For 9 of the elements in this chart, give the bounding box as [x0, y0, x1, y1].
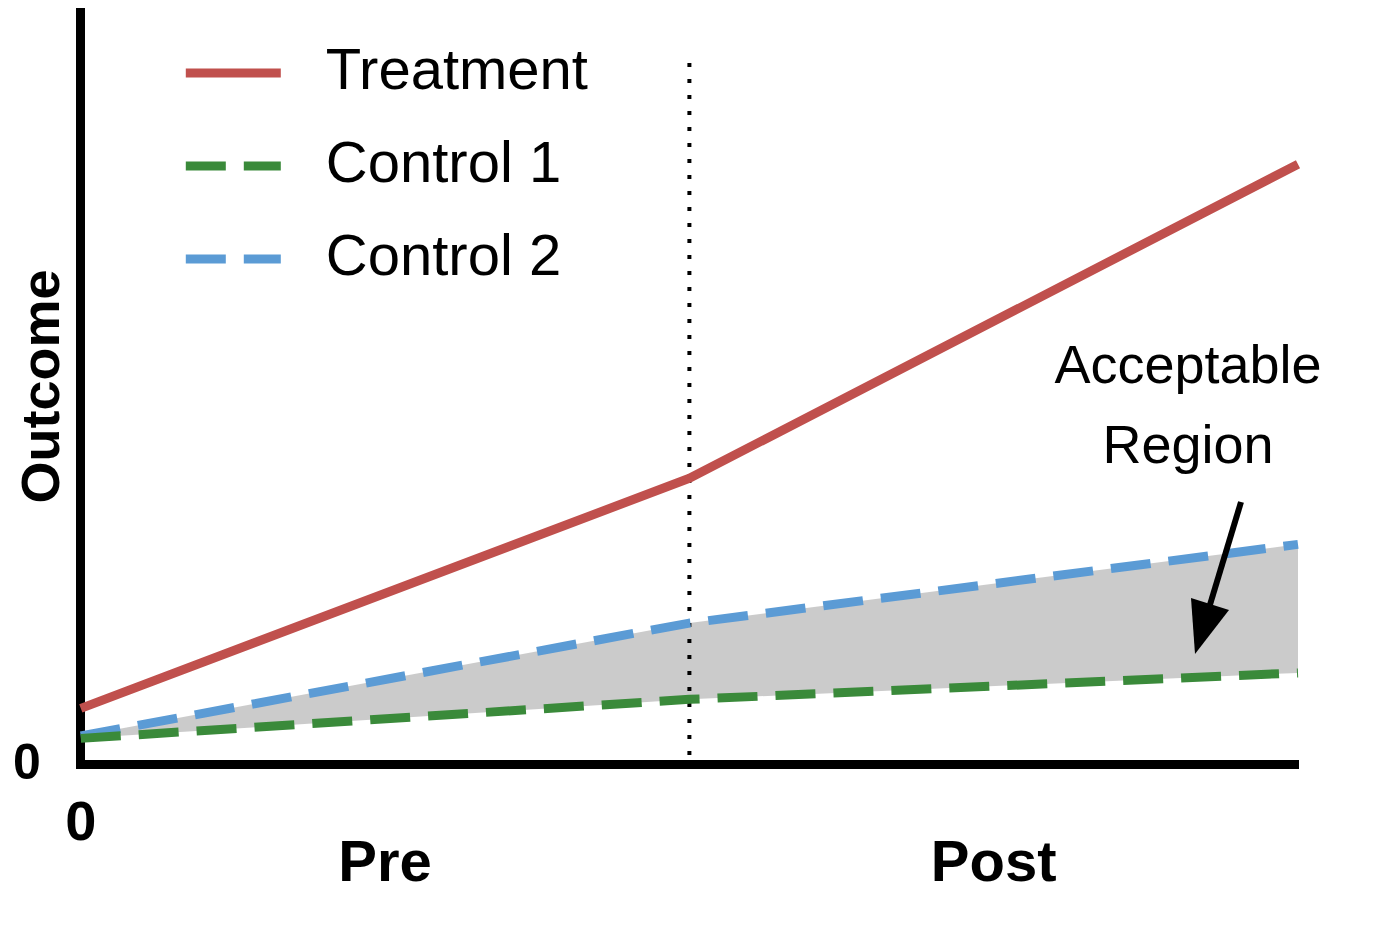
- text: Post: [930, 827, 1057, 893]
- annotation: Acceptable Region: [1054, 333, 1322, 474]
- text: 0: [12, 733, 41, 790]
- legend-label: Control 2: [325, 222, 562, 287]
- legend-label: Control 1: [325, 129, 562, 194]
- text: Pre: [338, 827, 432, 893]
- y-axis-title: Outcome: [10, 269, 71, 504]
- legend-label: Treatment: [325, 36, 588, 101]
- text: 0: [65, 789, 97, 853]
